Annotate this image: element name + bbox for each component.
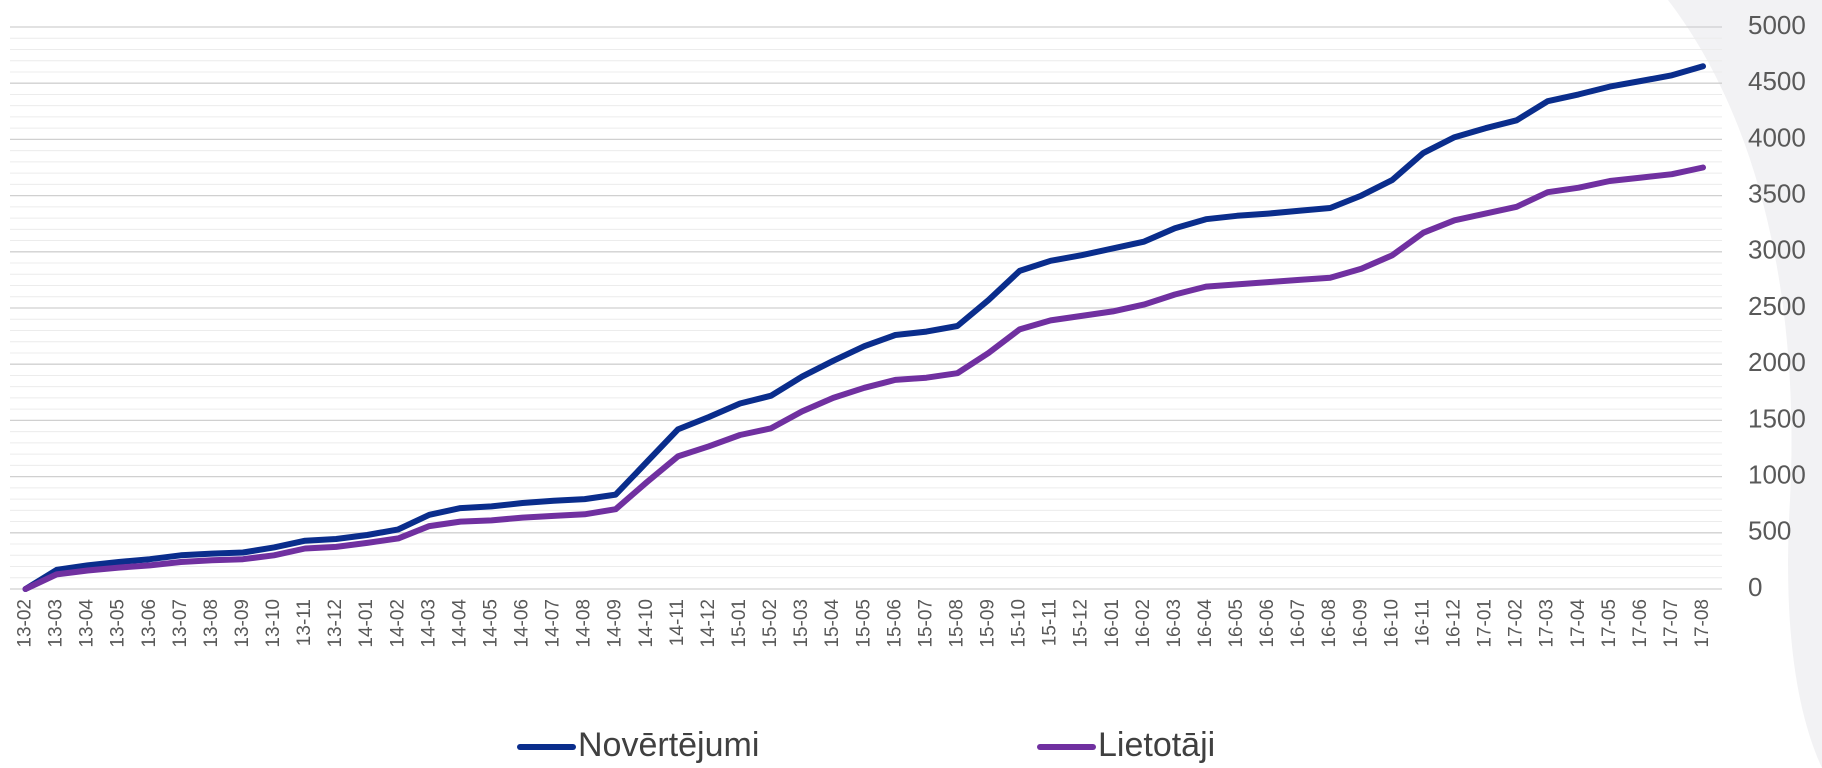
x-tick-label: 14-03	[418, 599, 439, 648]
x-tick-label: 13-11	[294, 599, 315, 646]
x-tick-label: 14-08	[574, 599, 595, 648]
x-tick-label: 16-11	[1412, 599, 1433, 646]
x-tick-label: 17-03	[1537, 599, 1558, 648]
x-tick-label: 17-01	[1475, 599, 1496, 648]
y-tick-label: 2500	[1748, 291, 1806, 321]
x-tick-label: 15-02	[760, 599, 781, 648]
x-tick-label: 14-05	[480, 599, 501, 648]
y-tick-label: 4500	[1748, 66, 1806, 96]
y-tick-label: 3000	[1748, 235, 1806, 265]
x-tick-label: 14-06	[512, 599, 533, 648]
x-tick-label: 14-04	[449, 599, 470, 648]
x-tick-label: 15-08	[946, 599, 967, 648]
x-tick-label: 13-04	[77, 599, 98, 648]
x-tick-label: 17-08	[1692, 599, 1713, 648]
x-tick-label: 16-09	[1350, 599, 1371, 648]
x-tick-label: 15-11	[1040, 599, 1061, 646]
y-tick-label: 0	[1748, 572, 1762, 602]
background-swoosh	[1668, 0, 1822, 768]
x-tick-label: 16-03	[1164, 599, 1185, 648]
y-tick-label: 500	[1748, 516, 1791, 546]
grid	[10, 26, 1722, 590]
x-tick-label: 13-10	[263, 599, 284, 648]
x-tick-label: 13-06	[139, 599, 160, 648]
x-tick-label: 14-10	[636, 599, 657, 648]
x-tick-label: 14-12	[698, 599, 719, 648]
y-tick-label: 4000	[1748, 122, 1806, 152]
y-tick-label: 2000	[1748, 347, 1806, 377]
series-line	[22, 63, 1706, 592]
x-tick-label: 16-10	[1381, 599, 1402, 648]
x-tick-label: 17-07	[1661, 599, 1682, 648]
x-tick-label: 15-07	[915, 599, 936, 648]
lines	[22, 63, 1706, 592]
x-tick-label: 16-06	[1257, 599, 1278, 648]
x-tick-label: 17-06	[1630, 599, 1651, 648]
x-tick-label: 17-02	[1506, 599, 1527, 648]
x-tick-label: 15-10	[1009, 599, 1030, 648]
x-tick-label: 13-05	[108, 599, 129, 648]
x-tick-label: 14-09	[605, 599, 626, 648]
x-tick-label: 17-04	[1568, 599, 1589, 648]
x-tick-label: 16-04	[1195, 599, 1216, 648]
y-tick-label: 5000	[1748, 10, 1806, 40]
x-tick-label: 16-12	[1443, 599, 1464, 648]
y-tick-label: 1500	[1748, 403, 1806, 433]
x-tick-label: 16-07	[1288, 599, 1309, 648]
legend-label: Lietotāji	[1098, 726, 1215, 764]
x-tick-label: 15-05	[853, 599, 874, 648]
x-tick-label: 14-07	[543, 599, 564, 648]
x-tick-label: 15-09	[978, 599, 999, 648]
x-tick-label: 15-03	[791, 599, 812, 648]
x-tick-label: 13-12	[325, 599, 346, 648]
x-tick-label: 13-07	[170, 599, 191, 648]
x-tick-label: 13-02	[15, 599, 36, 648]
labels: 0 500 1000 1500 2000 2500 3000 3500 4000 4500 5000…	[15, 10, 1806, 764]
series-line	[22, 164, 1706, 592]
legend-label: Novērtējumi	[578, 726, 759, 764]
x-tick-label: 15-01	[729, 599, 750, 648]
x-tick-label: 15-12	[1071, 599, 1092, 648]
x-tick-label: 13-09	[232, 599, 253, 648]
y-tick-label: 3500	[1748, 178, 1806, 208]
x-tick-label: 16-02	[1133, 599, 1154, 648]
y-tick-label: 1000	[1748, 459, 1806, 489]
x-tick-label: 17-05	[1599, 599, 1620, 648]
x-tick-label: 16-01	[1102, 599, 1123, 648]
x-tick-label: 14-11	[667, 599, 688, 646]
x-tick-label: 14-01	[356, 599, 377, 648]
x-tick-label: 16-08	[1319, 599, 1340, 648]
x-tick-label: 15-04	[822, 599, 843, 648]
x-tick-label: 13-08	[201, 599, 222, 648]
x-tick-label: 15-06	[884, 599, 905, 648]
x-tick-label: 13-03	[46, 599, 67, 648]
x-tick-label: 16-05	[1226, 599, 1247, 648]
x-tick-label: 14-02	[387, 599, 408, 648]
